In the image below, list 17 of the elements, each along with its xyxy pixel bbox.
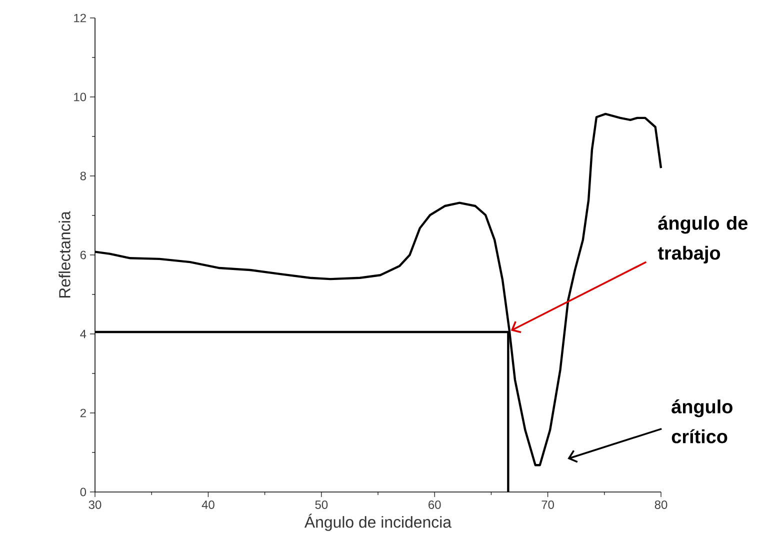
x-tick-label: 50 (315, 500, 328, 509)
x-tick-label: 70 (542, 500, 554, 509)
text: ángulo crítico (672, 399, 732, 444)
annotation: ángulo de trabajo (658, 216, 748, 264)
y-tick-label: 12 (74, 14, 86, 22)
y-tick-label: 6 (80, 250, 86, 260)
x-axis-title: Ángulo de incidencia (304, 514, 452, 531)
y-tick-label: 10 (74, 92, 86, 102)
x-tick-label: 80 (654, 500, 668, 509)
y-tick-label: 2 (80, 408, 86, 418)
y-tick-label: 0 (80, 488, 86, 496)
y-tick-label: 8 (80, 172, 86, 180)
y-axis-title: Reflectancia (58, 211, 70, 298)
x-tick-label: 60 (428, 500, 441, 509)
y-tick-label: 4 (80, 330, 86, 338)
x-tick-label: 40 (202, 500, 214, 509)
x-tick-label: 30 (88, 500, 102, 509)
